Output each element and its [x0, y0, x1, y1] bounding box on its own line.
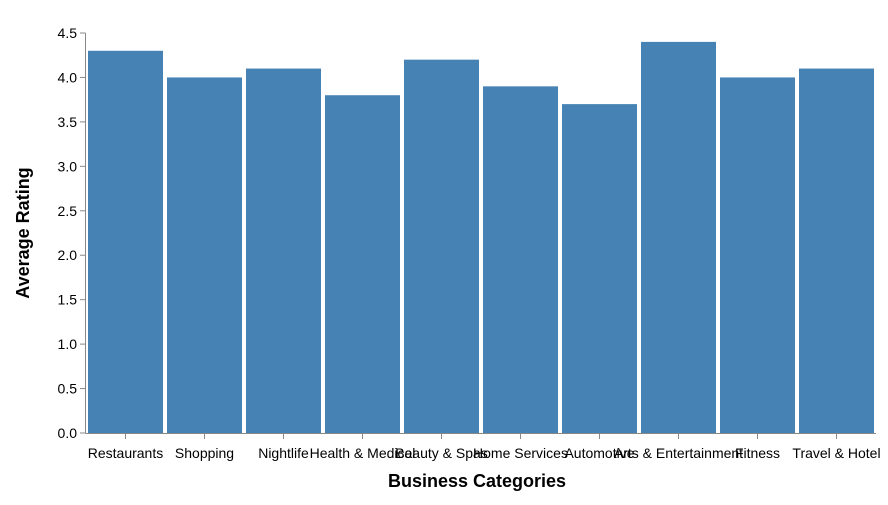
y-tick-label: 4.5: [58, 25, 78, 41]
bar-fitness: [720, 77, 795, 433]
y-tick-label: 0.5: [58, 381, 78, 397]
x-axis-title: Business Categories: [388, 471, 566, 491]
y-axis: 0.0 0.5 1.0 1.5 2.0 2.5 3.0 3.5 4.0 4.5: [58, 25, 86, 441]
x-tick-label: Travel & Hotel: [792, 445, 880, 461]
x-tick-label: Shopping: [175, 445, 234, 461]
y-tick-label: 3.5: [58, 114, 78, 130]
bar-beauty-spas: [404, 59, 479, 434]
x-tick-label: Automotive: [564, 445, 634, 461]
y-tick-label: 0.0: [58, 425, 78, 441]
y-tick-label: 1.5: [58, 292, 78, 308]
bar-travel-hotel: [799, 68, 874, 434]
bar-nightlife: [246, 68, 321, 434]
x-tick-label: Home Services: [473, 445, 568, 461]
x-tick-label: Arts & Entertainment: [614, 445, 743, 461]
x-tick-label: Beauty & Spas: [395, 445, 488, 461]
y-tick-label: 4.0: [58, 69, 78, 85]
x-tick-label: Fitness: [735, 445, 780, 461]
bar-restaurants: [88, 50, 163, 434]
bar-health-medical: [325, 95, 400, 433]
bar-arts-entertainment: [641, 41, 716, 434]
x-tick-label: Nightlife: [258, 445, 309, 461]
bar-home-services: [483, 86, 558, 433]
y-tick-label: 2.0: [58, 247, 78, 263]
y-axis-title: Average Rating: [13, 167, 33, 298]
x-tick-label: Health & Medical: [310, 445, 416, 461]
x-tick-label: Restaurants: [88, 445, 163, 461]
y-tick-label: 2.5: [58, 203, 78, 219]
bars-group: [88, 41, 874, 434]
x-axis: Restaurants Shopping Nightlife Health & Med…: [85, 433, 881, 461]
y-tick-label: 1.0: [58, 336, 78, 352]
bar-automotive: [562, 104, 637, 433]
y-tick-label: 3.0: [58, 158, 78, 174]
bar-shopping: [167, 77, 242, 433]
